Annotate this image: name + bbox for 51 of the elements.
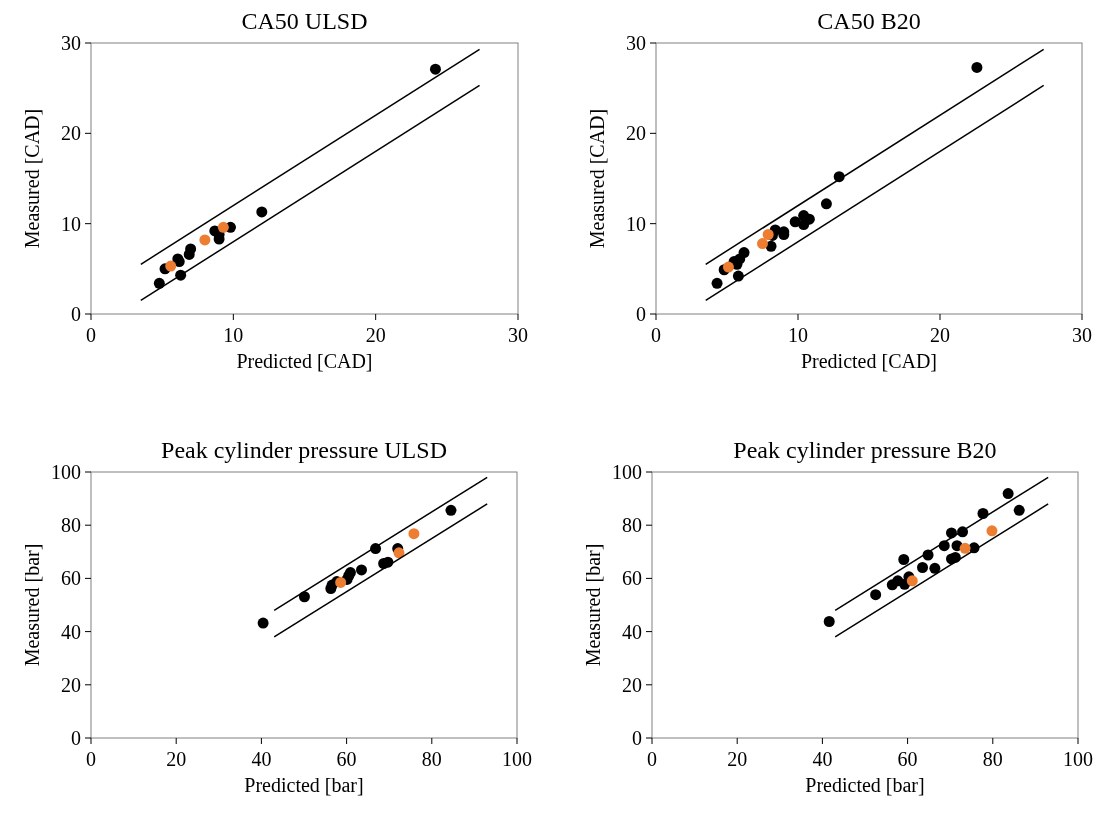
x-tick-label: 10 (223, 324, 244, 346)
y-tick-label: 100 (51, 461, 81, 483)
y-axis-title: Measured [bar] (21, 543, 43, 667)
x-tick-label: 30 (1072, 324, 1092, 346)
y-tick-label: 20 (61, 122, 81, 145)
x-axis-title: Predicted [CAD] (236, 350, 373, 372)
x-tick-label: 20 (727, 748, 748, 770)
y-tick-label: 80 (622, 514, 642, 537)
y-tick-label: 40 (622, 620, 642, 643)
y-tick-label: 0 (71, 727, 81, 749)
y-axis-title: Measured [CAD] (586, 108, 608, 249)
y-axis-title: Measured [CAD] (21, 108, 43, 249)
y-tick-label: 0 (632, 727, 642, 749)
x-tick-label: 0 (86, 748, 96, 770)
x-tick-label: 0 (651, 324, 661, 346)
chart-title: CA50 ULSD (241, 8, 368, 34)
x-tick-label: 80 (982, 748, 1003, 770)
x-tick-label: 80 (421, 748, 442, 770)
x-axis-title: Predicted [bar] (805, 774, 925, 796)
chart-title: Peak cylinder pressure B20 (733, 437, 997, 463)
y-tick-label: 0 (636, 303, 646, 325)
y-tick-label: 100 (612, 461, 642, 483)
x-tick-label: 60 (336, 748, 357, 770)
x-tick-label: 40 (251, 748, 272, 770)
x-tick-label: 100 (1063, 748, 1093, 770)
x-tick-label: 20 (166, 748, 187, 770)
y-tick-label: 60 (61, 567, 81, 590)
y-tick-label: 0 (71, 303, 81, 325)
y-tick-label: 20 (626, 122, 646, 145)
x-tick-label: 40 (812, 748, 833, 770)
y-axis-title: Measured [bar] (582, 543, 604, 667)
x-tick-label: 10 (788, 324, 808, 346)
x-axis-title: Predicted [bar] (244, 774, 364, 796)
y-tick-label: 10 (626, 212, 646, 235)
chart-title: CA50 B20 (817, 8, 921, 34)
y-tick-label: 80 (61, 514, 81, 537)
x-tick-label: 20 (930, 324, 950, 346)
y-tick-label: 40 (61, 620, 81, 643)
y-tick-label: 20 (622, 673, 642, 696)
x-tick-label: 20 (365, 324, 386, 346)
x-tick-label: 30 (508, 324, 528, 346)
chart-title: Peak cylinder pressure ULSD (161, 437, 447, 463)
y-tick-label: 30 (626, 32, 646, 54)
x-tick-label: 100 (502, 748, 532, 770)
y-tick-label: 60 (622, 567, 642, 590)
y-tick-label: 20 (61, 673, 81, 696)
y-tick-label: 30 (61, 32, 81, 54)
x-tick-label: 0 (86, 324, 96, 346)
x-axis-title: Predicted [CAD] (800, 350, 938, 372)
x-tick-label: 60 (897, 748, 918, 770)
y-tick-label: 10 (61, 212, 81, 235)
